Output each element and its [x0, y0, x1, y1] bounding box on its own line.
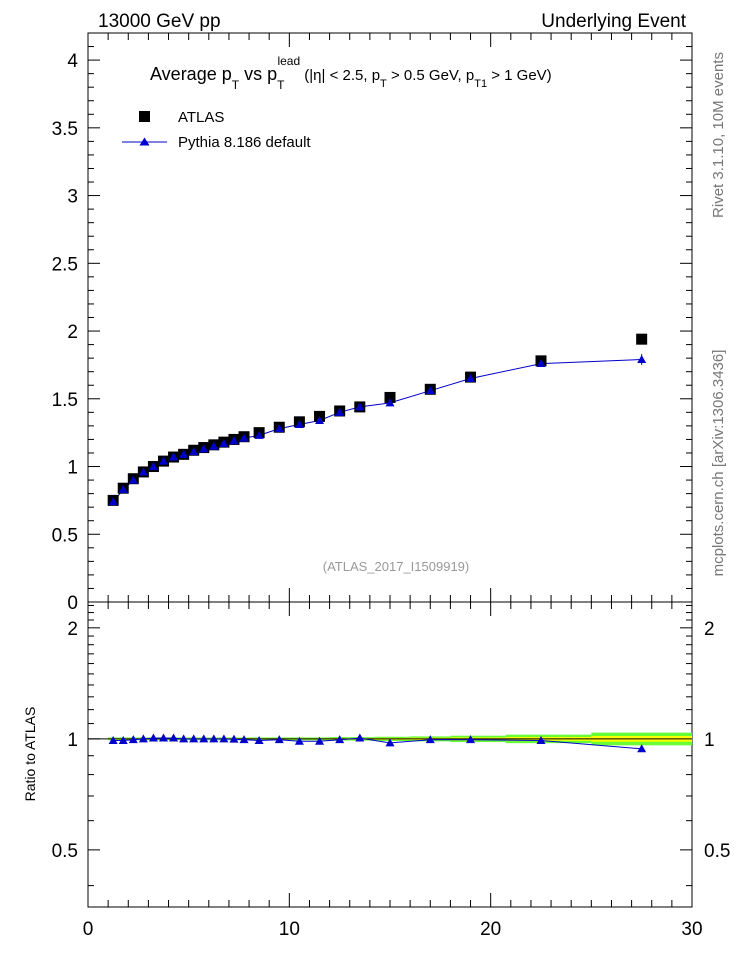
- header-left: 13000 GeV pp: [98, 11, 221, 32]
- ratio-data-point: [189, 734, 199, 743]
- main-ytick-label: 0.5: [52, 525, 78, 546]
- pythia-data-point: [108, 497, 118, 506]
- pythia-data-point: [159, 456, 168, 465]
- ratio-ytick-label: 2: [67, 619, 78, 640]
- main-ytick-label: 2: [67, 322, 78, 343]
- ratio-data-point: [294, 736, 304, 745]
- pythia-data-point: [385, 398, 395, 407]
- ratio-data-point: [315, 736, 325, 745]
- main-axis-ticks: 0 0.5 1 1.5 2 2.5 3 3.5 4: [52, 32, 693, 614]
- main-ytick-label: 1.5: [52, 390, 78, 411]
- ratio-data-point: [385, 738, 395, 747]
- ratio-data-point: [219, 734, 229, 743]
- pythia-data-point: [148, 462, 158, 471]
- pythia-data-point: [169, 452, 179, 461]
- ratio-data-point: [239, 735, 249, 744]
- pythia-data-point: [138, 467, 148, 476]
- pythia-data-point: [536, 359, 546, 368]
- ratio-data-point: [138, 734, 148, 743]
- ratio-data-point: [148, 733, 158, 742]
- pythia-data-point: [199, 444, 209, 453]
- header-right: Underlying Event: [541, 11, 686, 32]
- ratio-data-point: [274, 735, 284, 744]
- ratio-data-point: [179, 734, 189, 743]
- ratio-ylabel: Ratio to ATLAS: [22, 707, 38, 802]
- legend: ATLAS Pythia 8.186 default: [122, 109, 311, 151]
- xtick-label: 30: [681, 919, 702, 940]
- ratio-data-point: [536, 735, 546, 744]
- ratio-panel-frame: [87, 601, 693, 908]
- ratio-ytick-label-right: 1: [704, 730, 715, 751]
- main-data-marks: [107, 333, 648, 506]
- chart-title: Average pT vs pTlead (|η| < 2.5, pT > 0.…: [150, 54, 552, 92]
- ratio-data-point: [159, 733, 168, 742]
- ratio-data-point: [254, 735, 264, 744]
- pythia-data-point: [637, 354, 647, 363]
- pythia-data-point: [355, 402, 365, 411]
- pythia-data-point: [128, 475, 138, 484]
- pythia-data-point: [425, 386, 435, 395]
- ratio-data-point: [425, 735, 435, 744]
- pythia-data-point: [254, 430, 264, 439]
- pythia-series-line: [112, 359, 642, 503]
- main-ytick-label: 0: [67, 593, 78, 614]
- main-ytick-label: 2.5: [52, 254, 78, 275]
- xtick-label: 20: [480, 919, 501, 940]
- pythia-data-point: [118, 485, 128, 494]
- xtick-label: 0: [83, 919, 94, 940]
- pythia-data-point: [335, 407, 345, 416]
- pythia-data-point: [189, 447, 199, 456]
- ratio-data-point: [118, 735, 128, 744]
- ratio-ytick-label-right: 0.5: [704, 841, 730, 862]
- ratio-data-point: [229, 734, 239, 743]
- pythia-data-point: [315, 415, 325, 424]
- pythia-data-point: [239, 433, 249, 442]
- ratio-data-point: [335, 735, 345, 744]
- ratio-data-point: [169, 733, 179, 742]
- ratio-data-point: [637, 744, 647, 753]
- ratio-data-point: [128, 735, 138, 744]
- mcplots-label: mcplots.cern.ch [arXiv:1306.3436]: [710, 350, 727, 577]
- xtick-label: 10: [279, 919, 300, 940]
- atlas-data-point: [636, 333, 648, 345]
- ratio-data-point: [466, 735, 476, 744]
- legend-label-atlas: ATLAS: [178, 109, 224, 126]
- atlas-data-point: [384, 391, 396, 403]
- pythia-data-point: [466, 373, 476, 382]
- ratio-ytick-label-right: 2: [704, 619, 715, 640]
- main-ytick-label: 3.5: [52, 119, 78, 140]
- legend-marker-atlas: [139, 111, 150, 122]
- pythia-data-point: [209, 441, 219, 450]
- pythia-data-point: [274, 424, 284, 433]
- ratio-axis-ticks: 0.5 0.51 12 20 10 20 30: [52, 602, 730, 940]
- main-ytick-label: 1: [67, 458, 78, 479]
- main-ytick-label: 3: [67, 187, 78, 208]
- ratio-data-marks: [108, 733, 647, 753]
- main-ytick-label: 4: [67, 51, 78, 72]
- pythia-data-point: [219, 438, 229, 447]
- analysis-watermark: (ATLAS_2017_I1509919): [323, 559, 469, 574]
- ratio-ytick-label: 0.5: [52, 841, 78, 862]
- pythia-data-point: [229, 436, 239, 445]
- legend-marker-pythia: [139, 137, 150, 146]
- ratio-data-point: [355, 733, 365, 742]
- rivet-label: Rivet 3.1.10, 10M events: [710, 52, 727, 218]
- ratio-ytick-label: 1: [67, 730, 78, 751]
- ratio-data-point: [199, 734, 209, 743]
- ratio-data-point: [209, 734, 219, 743]
- legend-label-pythia: Pythia 8.186 default: [178, 134, 311, 151]
- pythia-data-point: [294, 420, 304, 429]
- pythia-data-point: [179, 449, 189, 458]
- ratio-data-point: [108, 735, 118, 744]
